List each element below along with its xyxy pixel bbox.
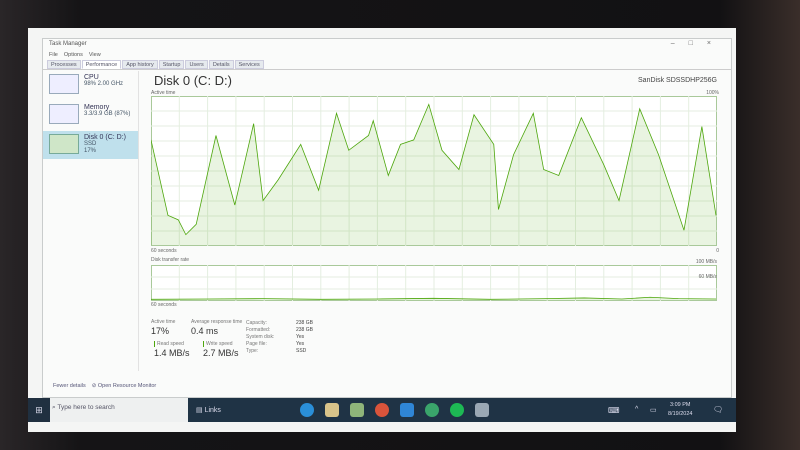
- transfer-mid-label: 60 MB/s: [698, 274, 717, 280]
- sidebar-item-usage: 17%: [84, 148, 97, 154]
- window-title: Task Manager: [49, 41, 87, 47]
- edge-icon[interactable]: [300, 403, 314, 417]
- close-button[interactable]: ×: [706, 40, 725, 47]
- read-speed-label: Read speed: [154, 341, 184, 347]
- write-speed-value: 2.7 MB/s: [203, 348, 239, 358]
- active-time-stat-label: Active time: [151, 319, 176, 325]
- menu-options[interactable]: Options: [63, 52, 83, 58]
- taskbar-search[interactable]: ⌕ Type here to search: [52, 404, 115, 412]
- tab-users[interactable]: Users: [185, 60, 208, 69]
- widgets-icon[interactable]: ▤ Links: [196, 407, 221, 414]
- memory-thumbnail: [49, 104, 79, 124]
- resource-monitor-label: Open Resource Monitor: [97, 383, 157, 389]
- sidebar-item-disk[interactable]: Disk 0 (C: D:) SSD 17%: [43, 131, 138, 159]
- sidebar: CPU 98% 2.00 GHz Memory 3.3/3.9 GB (87%) D…: [43, 71, 139, 371]
- fewer-details-link[interactable]: Fewer details: [53, 383, 86, 389]
- task-manager-icon[interactable]: [475, 403, 489, 417]
- tab-processes[interactable]: Processes: [47, 60, 81, 69]
- property-label: Formatted:: [246, 327, 271, 333]
- whatsapp-icon[interactable]: [425, 403, 439, 417]
- resource-monitor-link[interactable]: ⊘ Open Resource Monitor: [91, 383, 157, 389]
- response-time-value: 0.4 ms: [191, 326, 219, 336]
- seconds-label: 60 seconds: [151, 248, 177, 254]
- spotify-icon[interactable]: [450, 403, 464, 417]
- menu-view[interactable]: View: [88, 52, 101, 58]
- active-time-value: 17%: [151, 326, 170, 336]
- windows-start-icon[interactable]: ⊞: [28, 398, 50, 422]
- screen: Task Manager –□× File Options View Proce…: [28, 28, 736, 432]
- sidebar-item-memory[interactable]: Memory 3.3/3.9 GB (87%): [43, 101, 138, 129]
- tab-details[interactable]: Details: [208, 60, 234, 69]
- active-time-chart: [151, 96, 717, 246]
- zero-label: 0: [716, 248, 719, 254]
- vscode-icon[interactable]: [400, 403, 414, 417]
- search-icon: ⌕: [52, 404, 58, 411]
- property-label: Capacity:: [246, 320, 267, 326]
- widget-label: Links: [204, 407, 221, 414]
- clock-date[interactable]: 8/19/2024: [668, 411, 693, 417]
- search-placeholder: Type here to search: [57, 404, 115, 411]
- tab-app-history[interactable]: App history: [122, 60, 158, 69]
- sidebar-item-label: CPU: [84, 74, 99, 81]
- series-line: [151, 103, 717, 236]
- transfer-max-label: 100 MB/s: [695, 259, 717, 265]
- property-label: Type:: [246, 348, 259, 354]
- disk-stats: Active time 17% Average response time 0.…: [151, 319, 551, 369]
- clock-time[interactable]: 3:09 PM: [670, 402, 691, 408]
- disk-thumbnail: [49, 134, 79, 154]
- page-title: Disk 0 (C: D:): [154, 73, 232, 88]
- store-icon[interactable]: [350, 403, 364, 417]
- tab-bar: Processes Performance App history Startu…: [43, 60, 731, 70]
- read-speed-value: 1.4 MB/s: [154, 348, 190, 358]
- minimize-button[interactable]: –: [670, 40, 689, 47]
- taskbar-apps: ▤ Links ⌨ ^ ▭ 3:09 PM 8/19/2024 🗨: [188, 398, 736, 422]
- keyboard-icon[interactable]: ⌨: [608, 406, 620, 415]
- sidebar-item-detail: SSD: [84, 141, 97, 147]
- battery-icon[interactable]: ▭: [650, 407, 657, 414]
- sidebar-item-label: Disk 0 (C: D:): [84, 134, 126, 141]
- property-value: SSD: [296, 348, 307, 354]
- disk-model: SanDisk SDSSDHP256G: [638, 77, 717, 84]
- disk-panel: Disk 0 (C: D:) SanDisk SDSSDHP256G Activ…: [151, 73, 721, 373]
- area-fill: [151, 104, 716, 246]
- file-explorer-icon[interactable]: [325, 403, 339, 417]
- sidebar-item-cpu[interactable]: CPU 98% 2.00 GHz: [43, 71, 138, 99]
- sidebar-item-label: Memory: [84, 104, 110, 111]
- sidebar-item-detail: 3.3/3.9 GB (87%): [84, 111, 131, 117]
- cpu-thumbnail: [49, 74, 79, 94]
- transfer-label: Disk transfer rate: [151, 257, 190, 263]
- series-line: [151, 296, 717, 300]
- menu-bar: File Options View: [43, 51, 731, 60]
- property-value: Yes: [296, 334, 305, 340]
- taskbar: ⊞ ⌕ Type here to search ▤ Links ⌨ ^ ▭ 3:…: [28, 398, 736, 422]
- notification-icon[interactable]: 🗨: [713, 405, 724, 414]
- maximize-button[interactable]: □: [688, 40, 707, 47]
- chrome-icon[interactable]: [375, 403, 389, 417]
- response-time-label: Average response time: [191, 319, 243, 325]
- property-label: Page file:: [246, 341, 267, 347]
- menu-file[interactable]: File: [49, 52, 58, 58]
- active-max-label: 100%: [706, 90, 719, 96]
- property-value: Yes: [296, 341, 305, 347]
- transfer-rate-chart: [151, 265, 717, 301]
- property-label: System disk:: [246, 334, 275, 340]
- active-time-label: Active time: [151, 90, 176, 96]
- tab-startup[interactable]: Startup: [158, 60, 185, 69]
- property-value: 238 GB: [296, 320, 313, 326]
- tab-services[interactable]: Services: [234, 60, 264, 69]
- footer: Fewer details ⊘ Open Resource Monitor: [53, 383, 156, 389]
- sidebar-item-detail: 98% 2.00 GHz: [84, 81, 124, 87]
- chevron-up-icon[interactable]: ^: [635, 406, 639, 413]
- task-manager-window: Task Manager –□× File Options View Proce…: [42, 38, 732, 398]
- tab-performance[interactable]: Performance: [81, 60, 122, 69]
- property-value: 238 GB: [296, 327, 313, 333]
- write-speed-label: Write speed: [203, 341, 233, 347]
- title-bar: Task Manager –□×: [43, 39, 731, 51]
- transfer-seconds-label: 60 seconds: [151, 302, 177, 308]
